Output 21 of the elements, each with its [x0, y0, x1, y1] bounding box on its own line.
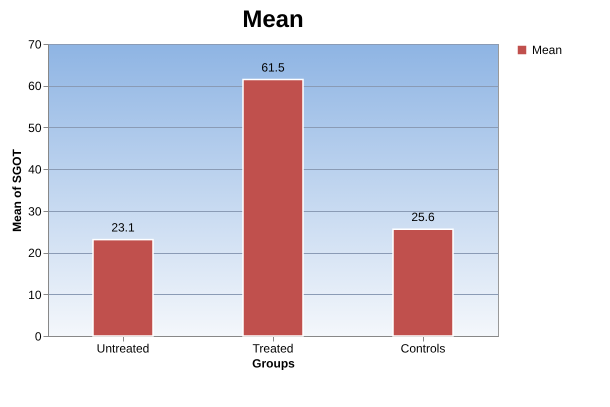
bar: [242, 78, 304, 337]
x-tick-label: Treated: [252, 342, 294, 356]
y-tick-label: 70: [28, 38, 42, 52]
bar: [392, 228, 454, 337]
y-tick-label: 50: [28, 120, 42, 135]
chart-title: Mean: [242, 6, 304, 33]
y-axis-title: Mean of SGOT: [10, 148, 24, 232]
data-label: 25.6: [411, 210, 435, 224]
y-tick-label: 40: [28, 162, 42, 177]
data-label: 61.5: [261, 60, 285, 74]
y-tick-label: 10: [28, 288, 42, 302]
y-tick-label: 30: [28, 204, 42, 218]
y-tick-label: 20: [28, 246, 42, 260]
y-tick-label: 0: [34, 330, 42, 344]
x-axis-title: Groups: [252, 356, 296, 370]
legend-label: Mean: [532, 43, 562, 57]
x-tick-label: Untreated: [96, 342, 150, 356]
data-label: 23.1: [111, 220, 135, 235]
x-tick-label: Controls: [400, 342, 446, 356]
bar: [92, 238, 154, 337]
y-tick-label: 60: [28, 79, 42, 94]
